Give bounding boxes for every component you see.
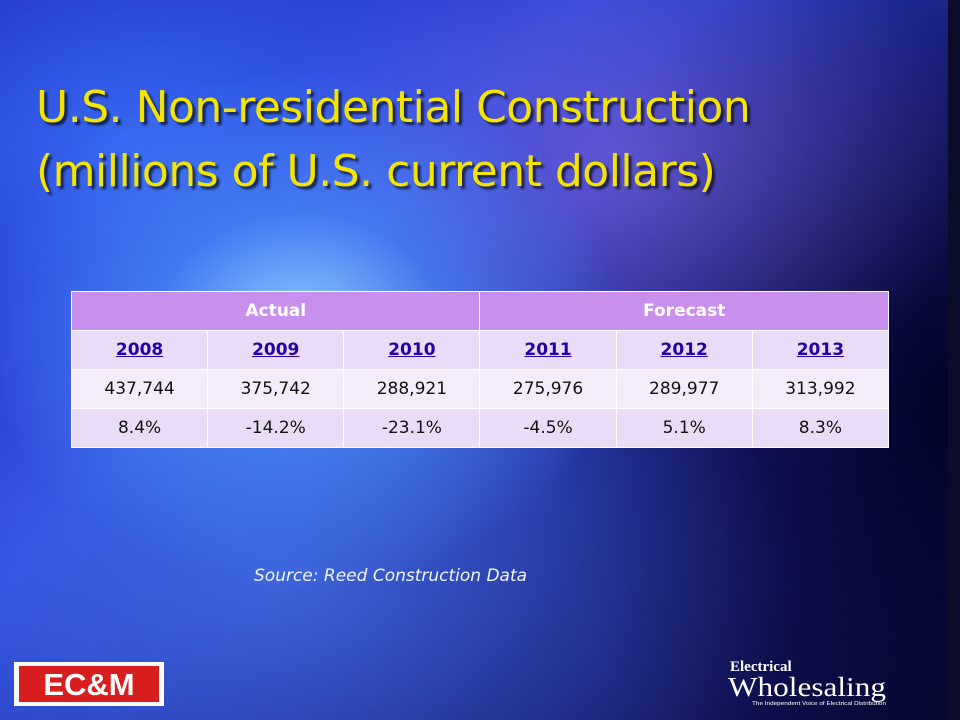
- year-link-2013[interactable]: 2013: [796, 340, 845, 360]
- year-link-2009[interactable]: 2009: [252, 340, 300, 360]
- slide-title: U.S. Non-residential Construction (milli…: [36, 76, 936, 204]
- ecm-logo-mark: EC&M: [19, 666, 159, 702]
- year-link-2011[interactable]: 2011: [524, 340, 572, 360]
- construction-table: Actual Forecast 2008 2009 2010 2011 2012…: [70, 291, 890, 448]
- year-row: 2008 2009 2010 2011 2012 2013: [70, 330, 890, 370]
- value-cell: 288,921: [343, 369, 481, 409]
- percent-cell: -14.2%: [207, 408, 345, 448]
- forecast-header: Forecast: [479, 291, 889, 331]
- ecm-logo: EC&M: [14, 662, 164, 706]
- value-cell: 289,977: [615, 369, 753, 409]
- title-line-1: U.S. Non-residential Construction: [36, 82, 751, 133]
- percent-cell: 5.1%: [615, 408, 753, 448]
- year-cell: 2013: [751, 330, 890, 370]
- year-cell: 2008: [70, 330, 209, 370]
- year-link-2008[interactable]: 2008: [115, 340, 164, 360]
- value-cell: 375,742: [207, 369, 345, 409]
- electrical-wholesaling-logo: Electrical Wholesaling The Independent V…: [728, 656, 888, 708]
- ew-logo-tagline: The Independent Voice of Electrical Dist…: [752, 701, 886, 707]
- electrical-wholesaling-mark: Electrical Wholesaling The Independent V…: [728, 659, 886, 707]
- ew-logo-top: Electrical: [730, 659, 792, 675]
- year-cell: 2009: [207, 330, 345, 370]
- percent-row: 8.4% -14.2% -23.1% -4.5% 5.1% 8.3%: [70, 408, 890, 448]
- group-header-row: Actual Forecast: [70, 291, 889, 331]
- value-cell: 313,992: [751, 369, 890, 409]
- title-line-2: (millions of U.S. current dollars): [36, 146, 716, 197]
- percent-cell: 8.3%: [751, 408, 890, 448]
- ecm-logo-text: EC&M: [43, 667, 134, 702]
- year-cell: 2010: [343, 330, 481, 370]
- percent-cell: -4.5%: [479, 408, 617, 448]
- ew-logo-main: Wholesaling: [728, 672, 886, 702]
- source-note: Source: Reed Construction Data: [254, 566, 528, 586]
- percent-cell: 8.4%: [70, 408, 209, 448]
- value-cell: 275,976: [479, 369, 617, 409]
- value-cell: 437,744: [70, 369, 209, 409]
- percent-cell: -23.1%: [343, 408, 481, 448]
- value-row: 437,744 375,742 288,921 275,976 289,977 …: [70, 369, 890, 409]
- year-cell: 2012: [615, 330, 753, 370]
- year-cell: 2011: [479, 330, 617, 370]
- right-edge-stripe: [948, 0, 960, 720]
- year-link-2012[interactable]: 2012: [660, 340, 708, 360]
- actual-header: Actual: [70, 291, 481, 331]
- year-link-2010[interactable]: 2010: [388, 340, 436, 360]
